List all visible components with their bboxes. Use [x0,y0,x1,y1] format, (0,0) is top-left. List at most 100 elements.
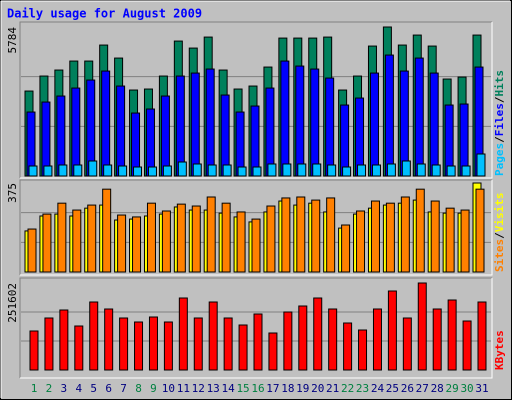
bar [283,311,293,371]
bevel [19,21,492,178]
bar [384,54,394,177]
bar [250,105,260,177]
x-tick-label: 17 [266,382,279,395]
bar [431,164,441,177]
bar [133,166,143,177]
x-tick-label: 10 [162,382,175,395]
x-tick-label: 7 [120,382,127,395]
bar [58,164,68,177]
bar [237,166,247,177]
bar [162,165,172,177]
bar [268,332,278,371]
legend-separator: / [493,232,506,239]
bar [147,166,157,177]
y-tick-label: 251602 [6,283,19,323]
bar [358,329,368,371]
bar [28,165,38,177]
bar [116,85,126,177]
bar [222,164,232,177]
bar [236,211,246,273]
bar [281,197,291,273]
bar [325,77,335,177]
x-tick-label: 19 [296,382,309,395]
legend-entry: Hits [493,70,506,97]
bar [400,196,410,273]
x-tick-label: 26 [401,382,414,395]
x-tick-label: 21 [326,382,339,395]
bar [341,224,351,273]
bar [190,72,200,177]
bar [311,199,321,273]
bar [175,75,185,177]
bar [417,282,427,371]
x-tick-label: 20 [311,382,324,395]
bar [265,87,275,177]
bar [267,163,277,177]
bar [207,164,217,177]
x-tick-label: 22 [341,382,354,395]
bar [206,196,216,273]
bar [415,188,425,273]
bar [355,97,365,177]
x-tick-label: 29 [446,382,459,395]
bar [145,108,155,177]
bar [103,164,113,177]
bar [445,207,455,273]
bar [475,188,485,273]
bar [89,301,99,371]
legend: Pages/Files/Hits [493,70,506,176]
bar [326,197,336,273]
bar [432,308,442,371]
bevel [19,179,492,275]
bar [132,216,142,273]
bar [163,321,173,371]
bar [119,317,129,371]
bar [238,324,248,371]
bar [208,301,218,371]
x-tick-label: 27 [416,382,429,395]
bar [372,308,382,371]
legend-entry: KBytes [493,330,506,370]
bar [161,210,171,273]
bar [148,316,158,371]
bar [87,204,97,273]
bar [101,70,111,177]
bar [356,210,366,273]
bar [59,309,69,371]
bar [343,322,353,371]
x-tick-label: 11 [177,382,190,395]
bevel [20,180,493,276]
legend-entry: Sites [493,239,506,272]
x-tick-label: 1 [31,382,38,395]
bar [328,308,338,371]
legend-entry: Pages [493,143,506,176]
bar [444,104,454,177]
x-tick-label: 8 [135,382,142,395]
bar [385,202,395,273]
y-tick-label: 5784 [6,27,19,54]
bar [220,94,230,177]
bar [370,200,380,273]
x-tick-label: 12 [192,382,205,395]
bar [340,104,350,177]
bar [310,68,320,177]
bar [387,290,397,371]
bar [282,163,292,177]
bar [386,163,396,177]
legend-entry: Files [493,103,506,136]
bar [74,325,84,371]
bar [160,95,170,177]
bar [134,321,144,371]
bar [402,317,412,371]
legend-entry: Visits [493,193,506,233]
x-tick-label: 25 [386,382,399,395]
bar [177,161,187,177]
bar [223,317,233,371]
bar [191,205,201,273]
legend: KBytes [493,330,506,370]
bar [266,205,276,273]
legend: Sites/Visits [493,193,506,273]
bar [312,163,322,177]
bar [459,103,469,177]
bar [44,317,54,371]
